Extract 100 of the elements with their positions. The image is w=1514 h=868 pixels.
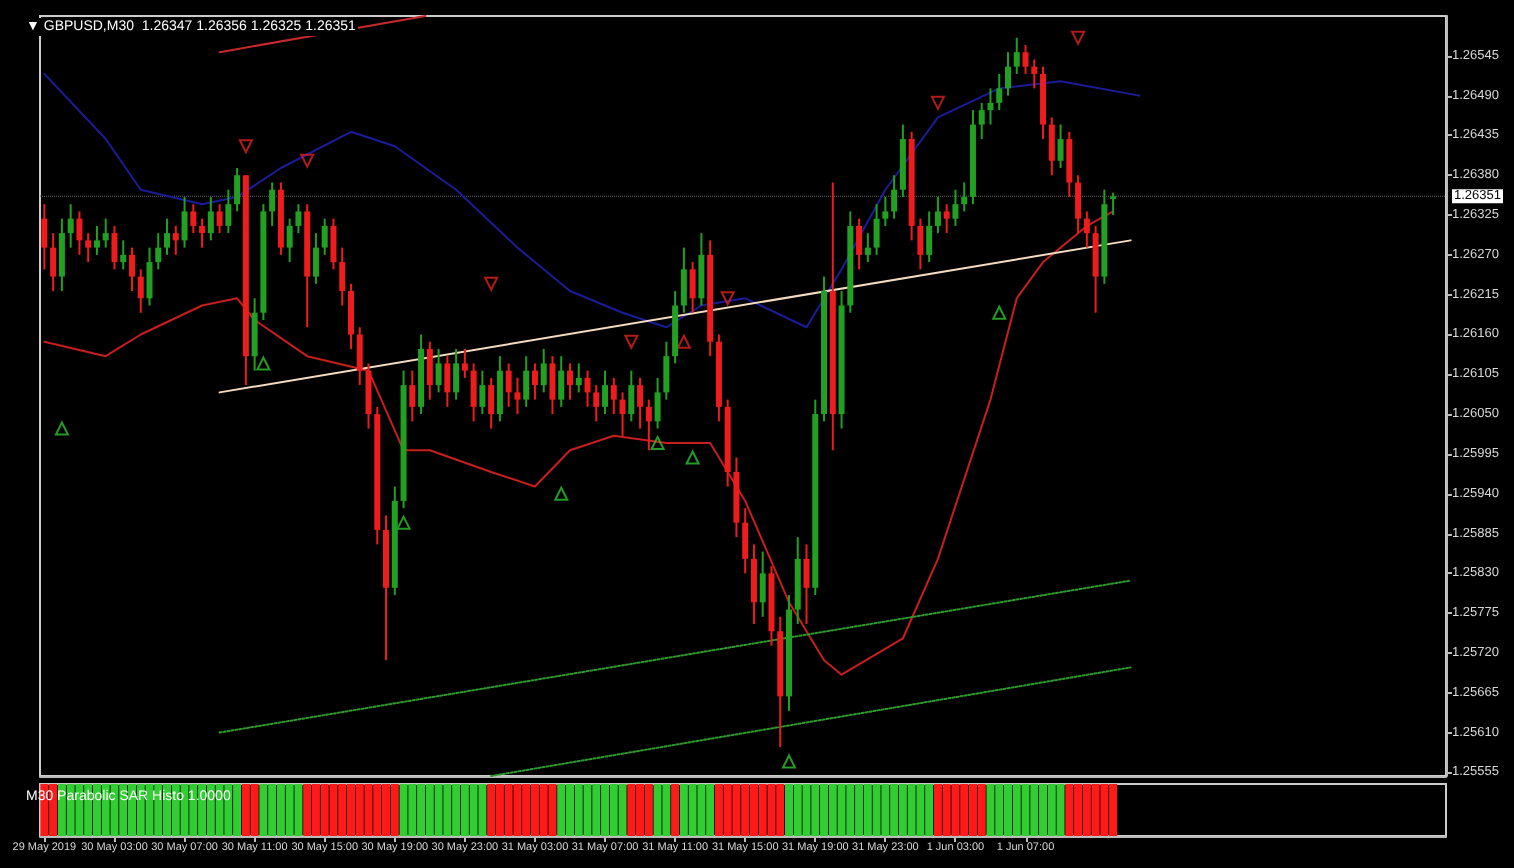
candlestick: [120, 239, 127, 271]
candlestick: [698, 232, 705, 307]
candlestick: [330, 217, 337, 271]
candlestick: [111, 224, 118, 271]
candlestick: [891, 174, 898, 220]
point: [992, 305, 1007, 320]
candlestick: [172, 224, 179, 256]
candlestick: [654, 376, 661, 430]
candlestick: [76, 210, 83, 256]
candlestick: [128, 246, 135, 293]
point: [676, 334, 691, 349]
point: [685, 450, 700, 465]
candlestick: [961, 181, 968, 213]
candlestick: [295, 203, 302, 235]
point: [54, 421, 69, 436]
point: [300, 153, 315, 168]
candlestick: [637, 376, 644, 430]
candlestick: [356, 326, 363, 387]
candlestick: [1075, 174, 1082, 235]
candlestick: [479, 369, 486, 416]
candlestick: [409, 369, 416, 423]
candlestick: [549, 355, 556, 416]
candlestick: [41, 203, 48, 271]
candlestick: [312, 232, 319, 285]
point: [256, 356, 271, 371]
candlestick: [339, 246, 346, 307]
candlestick: [488, 376, 495, 430]
candlestick: [987, 87, 994, 126]
candlestick: [1004, 51, 1011, 97]
candlestick: [531, 362, 538, 401]
candlestick: [575, 362, 582, 394]
candlestick: [856, 217, 863, 271]
candlestick: [566, 362, 573, 401]
point: [930, 95, 945, 110]
candlestick: [58, 217, 65, 293]
candlestick: [1022, 43, 1029, 75]
point: [781, 754, 796, 769]
candlestick: [602, 369, 609, 416]
candlestick: [864, 232, 871, 264]
candlestick: [593, 384, 600, 423]
candlestick: [1048, 116, 1055, 177]
candlestick: [628, 369, 635, 423]
point: [1071, 30, 1086, 45]
point: [720, 291, 735, 306]
candlestick: [461, 347, 468, 379]
candlestick: [1013, 36, 1020, 75]
point: [554, 486, 569, 501]
candlestick: [137, 268, 144, 314]
candlestick: [85, 232, 92, 264]
point: [650, 436, 665, 451]
candlestick: [365, 362, 372, 430]
candlestick: [146, 246, 153, 307]
candlestick: [882, 195, 889, 227]
candlestick: [943, 203, 950, 235]
candlestick: [742, 507, 749, 575]
candlestick: [917, 217, 924, 271]
candlestick: [225, 188, 232, 235]
point: [396, 515, 411, 530]
candlestick: [207, 195, 214, 242]
candlestick: [1031, 58, 1038, 90]
candlestick: [453, 347, 460, 401]
point: [484, 276, 499, 291]
point: [624, 334, 639, 349]
candlestick: [803, 543, 810, 625]
candlestick: [155, 232, 162, 271]
candlestick: [164, 217, 171, 256]
candlestick: [619, 391, 626, 437]
candlestick: [102, 217, 109, 249]
line-series: [43, 210, 1115, 676]
candlestick: [426, 340, 433, 401]
candlestick: [50, 232, 57, 293]
candlestick: [321, 217, 328, 256]
candlestick: [1110, 191, 1117, 217]
candlestick: [996, 72, 1003, 112]
candlestick: [286, 217, 293, 264]
candlestick: [67, 203, 74, 249]
candlestick: [926, 210, 933, 264]
point: [238, 139, 253, 154]
candlestick: [584, 369, 591, 408]
candlestick: [505, 362, 512, 408]
candlestick: [610, 376, 617, 416]
candlestick: [663, 340, 670, 401]
candlestick: [523, 355, 530, 408]
candlestick: [181, 195, 188, 249]
candlestick: [496, 355, 503, 423]
candlestick: [978, 101, 985, 141]
candlestick: [1057, 123, 1064, 169]
candlestick: [470, 362, 477, 423]
candlestick: [269, 181, 276, 227]
candlestick: [199, 217, 206, 249]
candlestick: [750, 543, 757, 625]
candlestick: [934, 195, 941, 235]
candlestick: [558, 355, 565, 408]
candlestick: [216, 203, 223, 235]
candlestick: [540, 347, 547, 394]
candlestick: [645, 398, 652, 452]
candlestick: [873, 203, 880, 256]
candlestick: [689, 261, 696, 314]
candlestick: [514, 376, 521, 416]
candlestick: [1092, 224, 1099, 314]
